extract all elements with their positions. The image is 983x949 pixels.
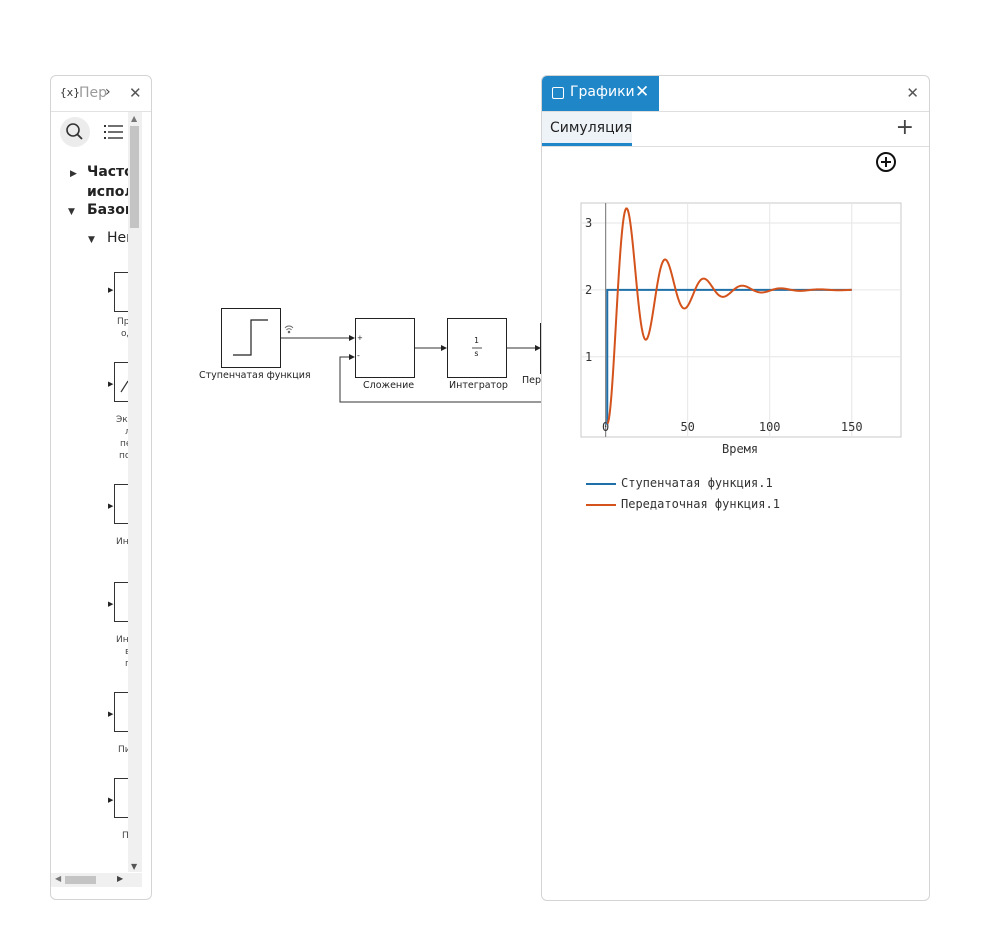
block-library-panel: {x} Пер › ✕ ▶ Часто испол ▼ Базов ▼ Неп … — [50, 75, 152, 900]
y-tick-label: 1 — [585, 350, 592, 364]
input-port-icon: ▶ — [108, 710, 114, 718]
library-block-label: Пи — [118, 745, 128, 755]
input-port-icon: ▶ — [108, 600, 114, 608]
sum-block[interactable] — [355, 318, 415, 378]
library-block-label: Пр од — [117, 317, 128, 339]
library-block[interactable] — [114, 272, 128, 312]
plots-panel-header: Графики ✕ ✕ — [542, 76, 929, 112]
plots-panel: Графики ✕ ✕ Симуляция + 0 50 100 150 1 2 3 Вре… — [541, 75, 930, 901]
library-tree: ▶ Часто испол ▼ Базов ▼ Неп ▶ Пр од ▶ Эк… — [51, 164, 128, 864]
library-block-label: Ин — [116, 537, 128, 547]
y-tick-label: 3 — [585, 216, 592, 230]
library-tab-title[interactable]: Пер — [79, 85, 108, 101]
sum-block-label: Сложение — [363, 380, 415, 391]
chart-icon — [552, 87, 564, 99]
x-axis-label: Время — [722, 442, 759, 456]
list-icon[interactable] — [104, 124, 124, 140]
step-block[interactable] — [221, 308, 281, 368]
arrowheads — [349, 335, 541, 360]
signal-lines — [281, 337, 541, 403]
library-block[interactable] — [114, 484, 128, 524]
x-tick-label: 100 — [759, 420, 781, 434]
signal-log-icon — [284, 325, 294, 334]
input-port-icon: ▶ — [108, 796, 114, 804]
chevron-right-icon[interactable]: › — [105, 84, 111, 100]
vertical-scrollbar[interactable]: ▲ ▼ — [128, 112, 142, 872]
add-tab-icon[interactable]: + — [895, 115, 914, 140]
sum-minus-sign: - — [357, 351, 360, 360]
legend-label: Передаточная функция.1 — [621, 497, 780, 511]
plot-area — [580, 202, 902, 438]
simulation-tabs: Симуляция + — [542, 112, 929, 147]
braces-icon[interactable]: {x} — [60, 86, 80, 99]
tree-node-continuous[interactable]: Неп — [107, 230, 128, 246]
library-panel-header: {x} Пер › ✕ — [51, 76, 151, 112]
search-button[interactable] — [60, 117, 90, 147]
simulation-chart[interactable]: 0 50 100 150 1 2 3 — [542, 186, 930, 486]
legend-label: Ступенчатая функция.1 — [621, 476, 773, 490]
tab-simulation-label: Симуляция — [550, 120, 633, 136]
legend-swatch — [586, 504, 616, 506]
input-port-icon: ▶ — [108, 380, 114, 388]
tab-simulation[interactable]: Симуляция — [542, 112, 632, 146]
library-block[interactable] — [114, 362, 128, 402]
search-icon — [66, 123, 83, 140]
plots-tab-title: Графики — [570, 84, 635, 100]
integrator-block-label: Интегратор — [449, 380, 508, 391]
transfer-block-label: Перед — [522, 375, 554, 386]
close-icon[interactable]: ✕ — [635, 82, 650, 102]
input-port-icon: ▶ — [108, 286, 114, 294]
close-icon[interactable]: ✕ — [129, 84, 142, 102]
scrollbar-thumb[interactable] — [130, 126, 139, 228]
library-block-label: Ин в г — [116, 635, 128, 669]
integrator-numerator: 1 — [474, 336, 479, 345]
x-tick-label: 150 — [841, 420, 863, 434]
library-block[interactable] — [114, 692, 128, 732]
add-plot-icon[interactable] — [876, 152, 896, 172]
library-toolbar — [51, 112, 133, 154]
expand-arrow-icon[interactable]: ▶ — [70, 169, 77, 179]
scroll-up-icon[interactable]: ▲ — [131, 114, 138, 123]
series-line-transfer — [606, 207, 852, 425]
tree-node-frequent-line2[interactable]: испол — [87, 184, 128, 200]
tree-node-frequent[interactable]: Часто — [87, 164, 128, 180]
tree-node-basic[interactable]: Базов — [87, 202, 128, 218]
x-tick-label: 0 — [602, 420, 609, 434]
y-tick-label: 2 — [585, 283, 592, 297]
scrollbar-thumb[interactable] — [65, 876, 96, 884]
scroll-right-icon[interactable]: ▶ — [117, 874, 124, 883]
scroll-down-icon[interactable]: ▼ — [131, 862, 138, 871]
integrator-denominator: s — [474, 349, 479, 358]
library-block[interactable] — [114, 778, 128, 818]
series-line-step — [605, 288, 852, 425]
collapse-arrow-icon[interactable]: ▼ — [68, 207, 75, 217]
x-tick-label: 50 — [680, 420, 694, 434]
collapse-arrow-icon[interactable]: ▼ — [88, 235, 95, 245]
plots-tab[interactable]: Графики ✕ — [542, 76, 659, 111]
scroll-left-icon[interactable]: ◀ — [55, 874, 62, 883]
ramp-icon — [120, 380, 128, 393]
horizontal-scrollbar[interactable]: ◀ ▶ — [51, 873, 142, 887]
library-block-label: Эк л пе по — [116, 415, 128, 461]
close-icon[interactable]: ✕ — [906, 84, 919, 102]
input-port-icon: ▶ — [108, 502, 114, 510]
legend-swatch — [586, 483, 616, 485]
library-block-label: П — [122, 830, 128, 842]
sum-plus-sign: + — [357, 334, 363, 342]
step-block-label: Ступенчатая функция — [199, 370, 311, 381]
integrator-block[interactable] — [447, 318, 507, 378]
library-block[interactable] — [114, 582, 128, 622]
